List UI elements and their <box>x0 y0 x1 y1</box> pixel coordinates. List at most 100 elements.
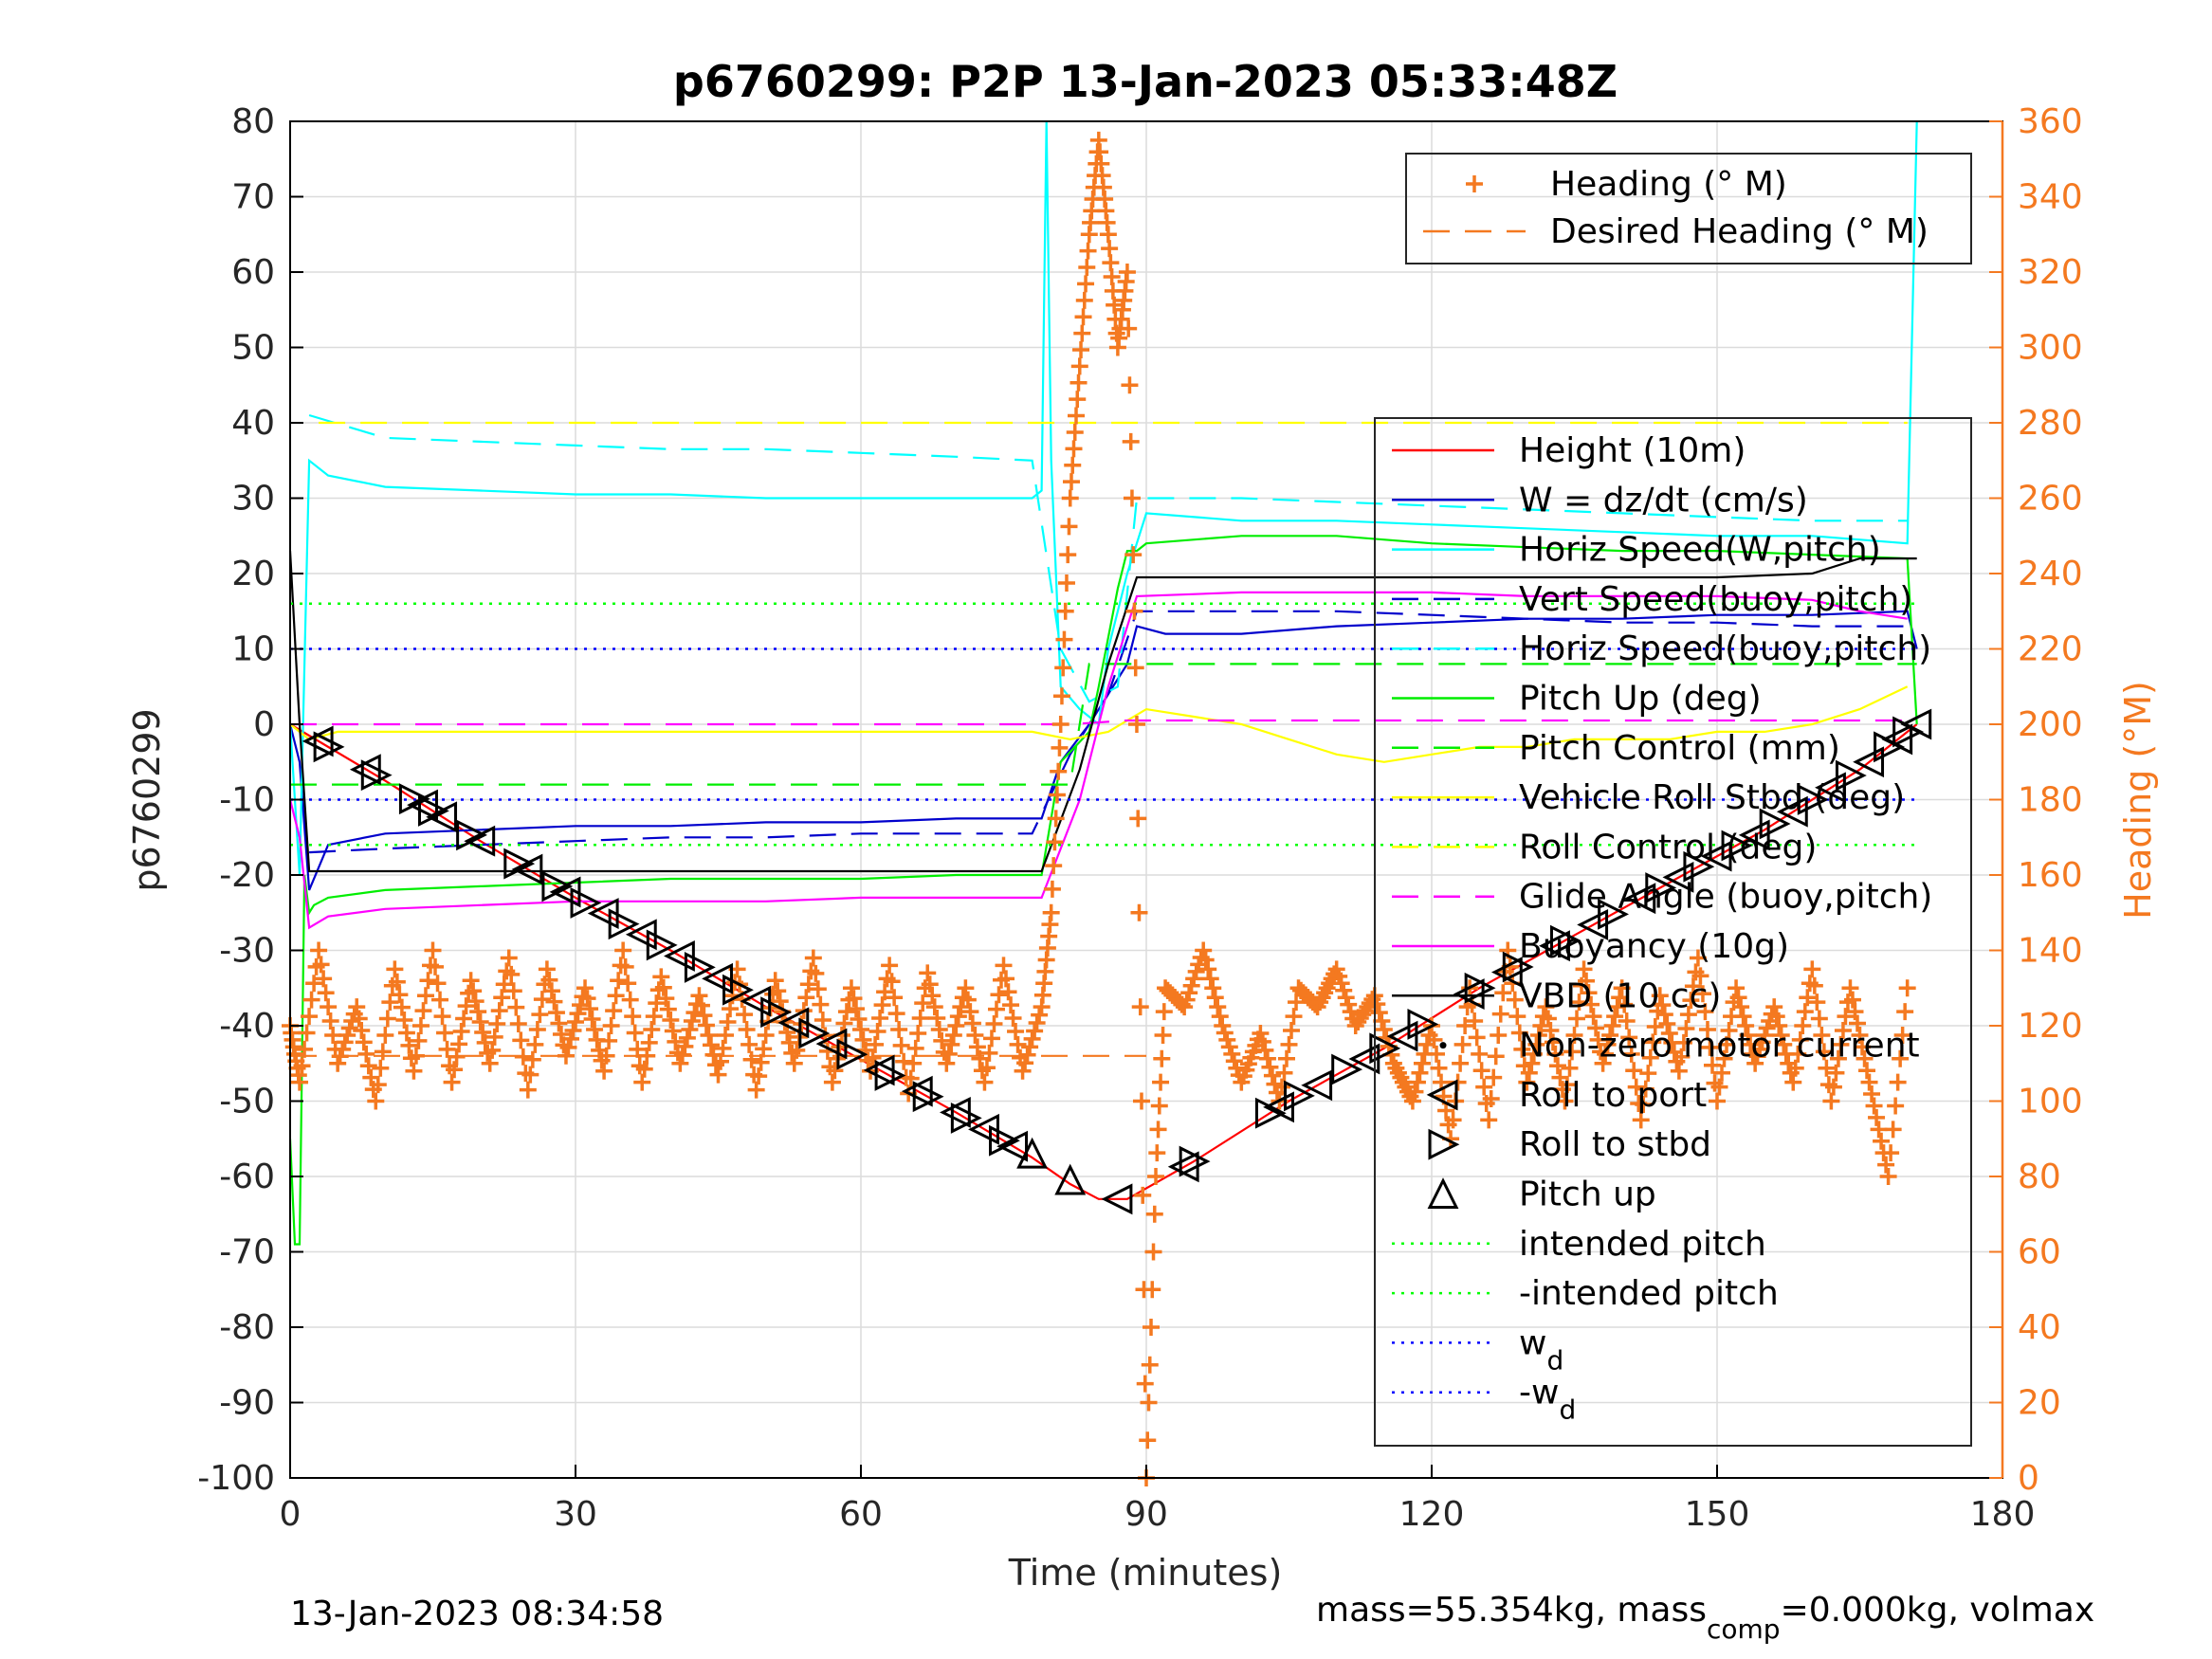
heading-point <box>1055 630 1073 648</box>
heading-point <box>1453 1035 1472 1053</box>
heading-point <box>823 1073 841 1091</box>
heading-point <box>1882 1144 1900 1162</box>
series-vbd-10-cc <box>288 551 1917 873</box>
roll-to-stbd-marker <box>1369 1032 1401 1065</box>
heading-point <box>895 1052 913 1070</box>
heading-point <box>1154 1026 1172 1044</box>
heading-point <box>324 1026 342 1044</box>
heading-point <box>890 1020 908 1038</box>
legend-label: Glide Angle (buoy,pitch) <box>1519 878 1932 917</box>
heading-point <box>569 1005 587 1023</box>
heading-point <box>293 1057 311 1075</box>
heading-point <box>1824 1078 1842 1096</box>
heading-point <box>1288 994 1306 1012</box>
roll-to-stbd-marker <box>1502 951 1534 983</box>
roll-to-port-marker <box>1738 819 1770 851</box>
heading-point <box>1047 810 1065 828</box>
legend-label-text: Heading (° M) <box>1550 165 1787 204</box>
heading-point <box>1136 1375 1154 1393</box>
heading-point <box>1794 1017 1812 1034</box>
legend-swatch <box>1439 1042 1447 1049</box>
heading-point <box>1813 1026 1831 1044</box>
heading-point <box>1841 979 1859 997</box>
heading-point <box>1021 1038 1039 1056</box>
heading-point <box>500 949 518 967</box>
heading-point <box>1770 1017 1788 1034</box>
heading-point <box>1079 242 1097 260</box>
heading-point <box>971 1049 989 1067</box>
y-tick-label-left: -70 <box>219 1233 275 1272</box>
heading-point <box>531 1006 549 1024</box>
heading-point <box>1494 984 1512 1002</box>
heading-point <box>1513 1040 1531 1058</box>
legend-label: Height (10m) <box>1519 431 1746 470</box>
heading-point <box>1211 1008 1229 1026</box>
legend-entry: VBD (10 cc) <box>1392 976 1721 1015</box>
heading-point <box>1660 1024 1678 1042</box>
heading-point <box>547 1004 565 1022</box>
roll-to-stbd-marker <box>798 1017 831 1049</box>
heading-point <box>1542 1021 1560 1039</box>
heading-point <box>393 998 411 1016</box>
heading-point <box>1732 998 1750 1016</box>
heading-point <box>633 1073 651 1091</box>
heading-point <box>1437 1102 1455 1120</box>
heading-point <box>1468 1029 1486 1047</box>
x-tick-label: 120 <box>1399 1495 1465 1534</box>
roll-to-port-marker <box>1101 1183 1133 1215</box>
heading-point <box>1134 1186 1152 1204</box>
legend-heading: Heading (° M) Desired Heading (° M) <box>1405 153 1972 264</box>
heading-point <box>621 991 639 1009</box>
legend-label-sub: d <box>1546 1344 1563 1376</box>
heading-point <box>1375 1020 1393 1038</box>
heading-point <box>1851 1026 1869 1044</box>
heading-point <box>1140 1394 1158 1412</box>
heading-point <box>1603 1017 1621 1034</box>
legend-entry: -wd <box>1392 1374 1576 1426</box>
heading-point <box>752 1053 770 1071</box>
heading-point <box>906 1039 924 1057</box>
heading-point <box>1506 991 1524 1009</box>
heading-point <box>1148 1144 1166 1162</box>
heading-point <box>317 984 335 1002</box>
heading-point <box>1373 1012 1391 1030</box>
legend-entry: Horiz Speed(buoy,pitch) <box>1392 629 1931 668</box>
heading-point <box>804 949 822 967</box>
legend-label-text: Roll to stbd <box>1519 1125 1711 1164</box>
heading-point <box>1072 340 1090 358</box>
heading-point <box>1057 574 1075 592</box>
heading-point <box>1411 1064 1429 1082</box>
x-axis-label: Time (minutes) <box>1008 1552 1283 1594</box>
y-tick-label-left: 50 <box>231 329 275 368</box>
heading-point <box>1283 1021 1301 1039</box>
heading-point <box>1606 1008 1624 1026</box>
heading-point <box>1654 996 1672 1014</box>
heading-point <box>1491 1005 1509 1023</box>
heading-point <box>690 987 708 1005</box>
heading-point <box>315 970 333 988</box>
heading-point <box>395 1012 413 1030</box>
heading-point <box>1195 941 1213 959</box>
heading-point <box>1121 376 1139 394</box>
heading-point <box>933 1031 951 1049</box>
roll-to-stbd-marker <box>1179 1145 1211 1177</box>
heading-point <box>1043 880 1061 898</box>
legend-entry: Pitch up <box>1427 1176 1656 1214</box>
legend-entry: Buoyancy (10g) <box>1392 927 1789 966</box>
heading-point <box>1580 984 1598 1002</box>
legend-label: intended pitch <box>1519 1225 1766 1264</box>
heading-point <box>523 1050 541 1068</box>
footer-mass-sub: comp <box>1707 1613 1781 1645</box>
heading-point <box>1430 1059 1448 1077</box>
y-tick-label-left: 30 <box>231 480 275 519</box>
heading-point <box>1898 979 1916 997</box>
roll-to-stbd-marker <box>874 1060 906 1091</box>
roll-to-stbd-marker <box>608 908 640 940</box>
legend-label: Roll to port <box>1519 1076 1707 1115</box>
legend-entry: Roll to stbd <box>1428 1125 1711 1164</box>
heading-point <box>471 1013 489 1031</box>
plot-series <box>282 120 1932 1486</box>
heading-point <box>1641 1048 1659 1066</box>
roll-to-stbd-marker <box>541 870 574 902</box>
legend-label: Desired Heading (° M) <box>1550 212 1929 251</box>
